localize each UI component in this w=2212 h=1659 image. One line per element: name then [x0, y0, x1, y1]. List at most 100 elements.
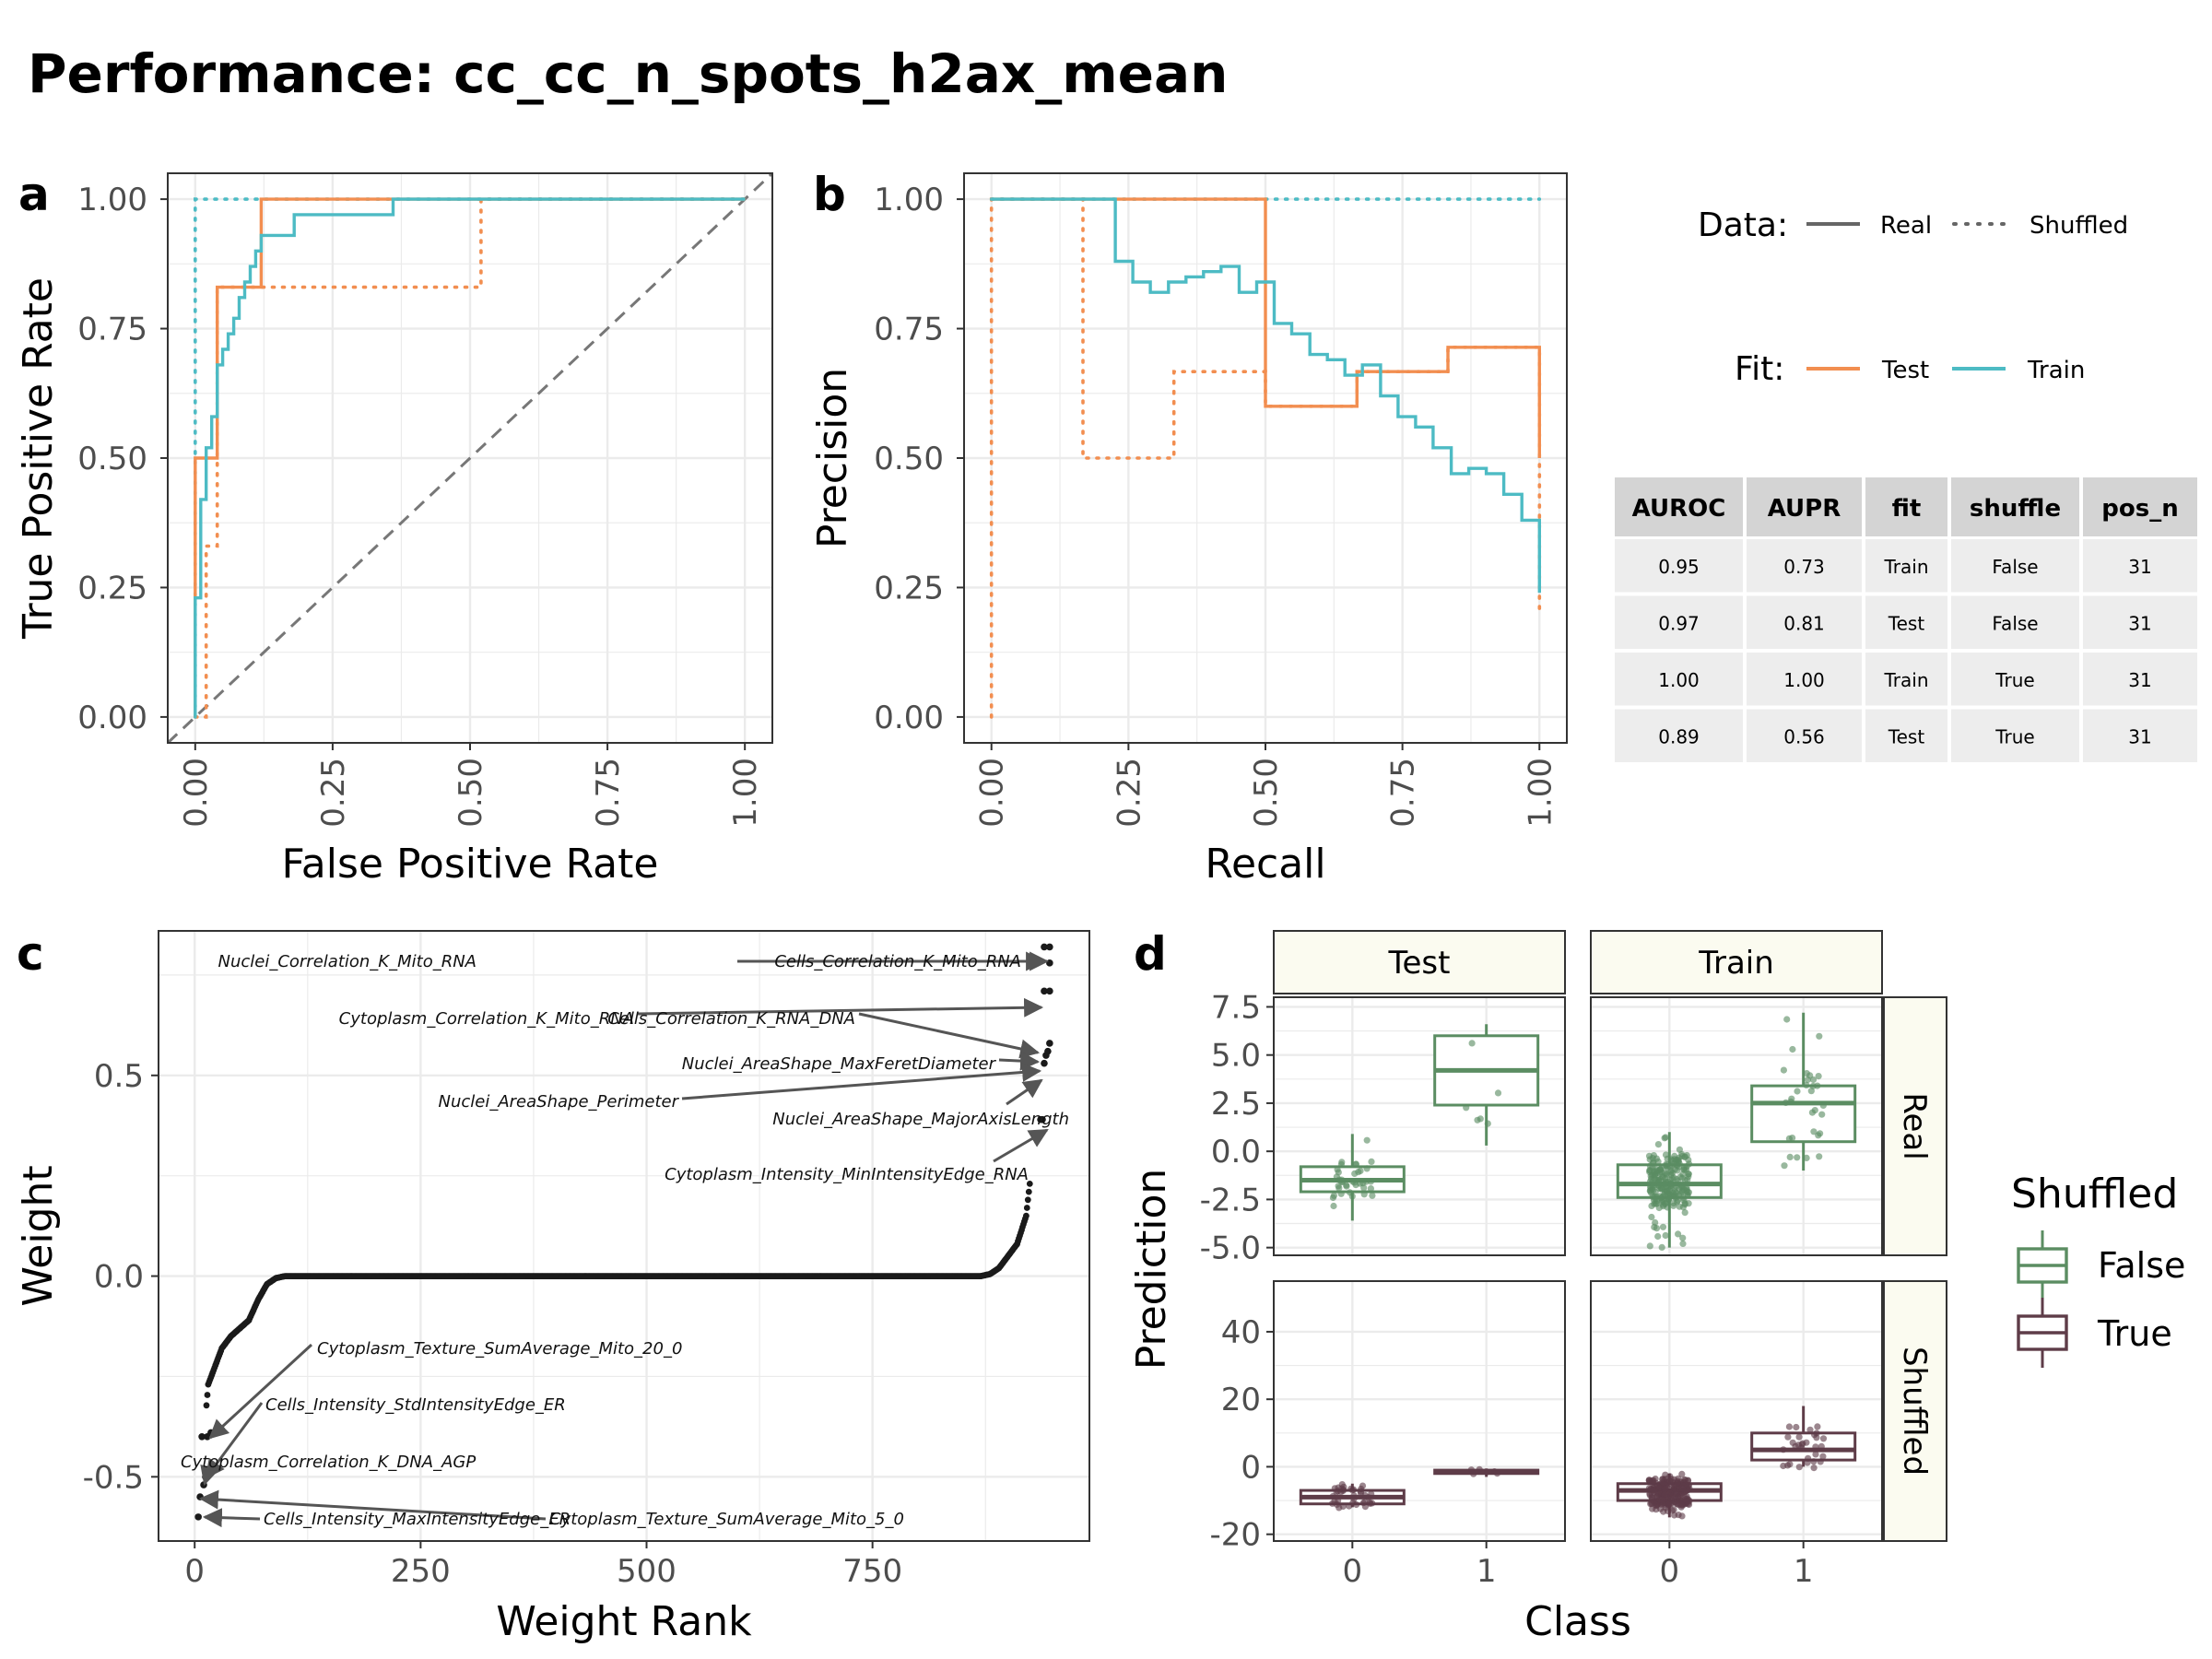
jitter-point: [1781, 1162, 1788, 1170]
jitter-point: [1369, 1500, 1376, 1507]
jitter-point: [1467, 1466, 1475, 1474]
jitter-point: [1819, 1101, 1827, 1109]
jitter-point: [1360, 1191, 1368, 1198]
table-cell-value: Train: [1884, 556, 1929, 578]
jitter-point: [1678, 1470, 1686, 1477]
weight-point: [1024, 1196, 1031, 1204]
jitter-point: [1493, 1470, 1501, 1477]
jitter-point: [1494, 1089, 1502, 1097]
weight-point: [1046, 959, 1053, 967]
table-cell-value: 0.56: [1783, 726, 1825, 748]
jitter-point: [1818, 1111, 1826, 1118]
jitter-point: [1670, 1160, 1677, 1168]
x-tick-label: 750: [842, 1553, 902, 1590]
legend-test-label: Test: [1881, 357, 1929, 384]
legend-true-key: [2017, 1298, 2068, 1368]
jitter-point: [1670, 1506, 1677, 1513]
table-cell: [1865, 595, 1947, 649]
jitter-point: [1681, 1201, 1688, 1208]
y-tick-label: 20: [1221, 1382, 1261, 1418]
jitter-point: [1665, 1195, 1672, 1204]
y-axis-title: Precision: [809, 368, 856, 548]
jitter-point: [1330, 1202, 1337, 1210]
jitter-point: [1793, 1423, 1800, 1431]
table-cell: [2083, 539, 2197, 593]
table-cell-value: 31: [2128, 556, 2151, 578]
annotation-arrow: [202, 1508, 261, 1528]
plot-border: [1273, 996, 1566, 1256]
annotation-arrow: [858, 1012, 1041, 1059]
jitter-point: [1786, 1461, 1794, 1468]
y-axis-title: Weight: [15, 1165, 62, 1306]
jitter-point: [1463, 1104, 1470, 1112]
plot-border: [1590, 996, 1883, 1256]
jitter-point: [1352, 1160, 1359, 1168]
table-cell-value: True: [1994, 669, 2034, 691]
x-axis-title: Weight Rank: [496, 1598, 752, 1645]
pr-panel: 0.00 0.25 0.50 0.75 1.00 0.00 0.25 0.50 0.75 1.00…: [809, 172, 1568, 888]
jitter-point: [1788, 1095, 1795, 1102]
legend-false-key: [2017, 1230, 2068, 1300]
legend-shuffled-title: Shuffled: [2011, 1171, 2178, 1218]
jitter-point: [1337, 1160, 1345, 1168]
legend-real-label: Real: [1880, 212, 1932, 240]
jitter-point: [1651, 1223, 1658, 1230]
y-tick-label: 7.5: [1211, 989, 1261, 1026]
weights-panel: Nuclei_Correlation_K_Mito_RNA Cells_Corre…: [15, 930, 1090, 1645]
jitter-point: [1339, 1178, 1347, 1185]
jitter-point: [1806, 1426, 1814, 1433]
jitter-point: [1673, 1500, 1680, 1507]
table-cell: [1615, 595, 1743, 649]
jitter-point: [1780, 1066, 1787, 1074]
jitter-point: [1681, 1476, 1688, 1483]
jitter-point: [1658, 1243, 1665, 1251]
jitter-point: [1649, 1497, 1656, 1504]
table-cell-value: 31: [2128, 669, 2151, 691]
diagonal-reference-line: [166, 171, 774, 745]
y-tick-label: 0.50: [77, 441, 147, 477]
jitter-point: [1357, 1488, 1364, 1495]
jitter-point: [1658, 1198, 1665, 1206]
line-legend: Data: Real Shuffled Fit: Test Train: [1698, 206, 2128, 388]
weight-point: [204, 1392, 211, 1398]
legend-true-label: True: [2097, 1313, 2172, 1354]
jitter-point: [1649, 1479, 1656, 1487]
y-tick-label: 0.0: [94, 1259, 144, 1296]
table-cell: [1951, 653, 2079, 706]
jitter-point: [1679, 1234, 1687, 1241]
table-cell-value: True: [1994, 726, 2034, 748]
weight-point: [1046, 943, 1053, 951]
jitter-point: [1675, 1230, 1682, 1238]
jitter-point: [1678, 1512, 1686, 1520]
x-tick-label: 0: [1659, 1553, 1679, 1590]
table-header-cell: [1951, 477, 2079, 536]
jitter-point: [1662, 1134, 1669, 1141]
table-cell: [1615, 709, 1743, 762]
table-cell: [1747, 709, 1862, 762]
facet-strip-label: Shuffled: [1896, 1347, 1933, 1476]
jitter-point: [1813, 1434, 1820, 1441]
weight-point: [1025, 1188, 1032, 1195]
weight-point: [1023, 1212, 1030, 1219]
plot-background: [1591, 1281, 1882, 1541]
x-tick-label: 0.25: [315, 758, 352, 828]
y-tick-label: -2.5: [1200, 1182, 1261, 1218]
jitter-point: [1785, 1423, 1793, 1430]
facet-strip: [1590, 930, 1883, 994]
table-cell: [1951, 709, 2079, 762]
table-header-label: AUPR: [1768, 495, 1841, 523]
jitter-point: [1818, 1442, 1825, 1450]
jitter-point: [1784, 1433, 1792, 1441]
jitter-point: [1780, 1446, 1787, 1453]
x-axis-title: Class: [1524, 1598, 1631, 1645]
panel-tag-d: d: [1134, 927, 1167, 981]
table-cell-value: 0.89: [1658, 726, 1700, 748]
y-tick-label: 40: [1221, 1314, 1261, 1351]
jitter-point: [1352, 1182, 1359, 1189]
jitter-point: [1815, 1073, 1822, 1080]
jitter-point: [1678, 1501, 1686, 1509]
jitter-point: [1808, 1109, 1816, 1116]
jitter-point: [1339, 1502, 1347, 1511]
jitter-point: [1672, 1188, 1679, 1195]
